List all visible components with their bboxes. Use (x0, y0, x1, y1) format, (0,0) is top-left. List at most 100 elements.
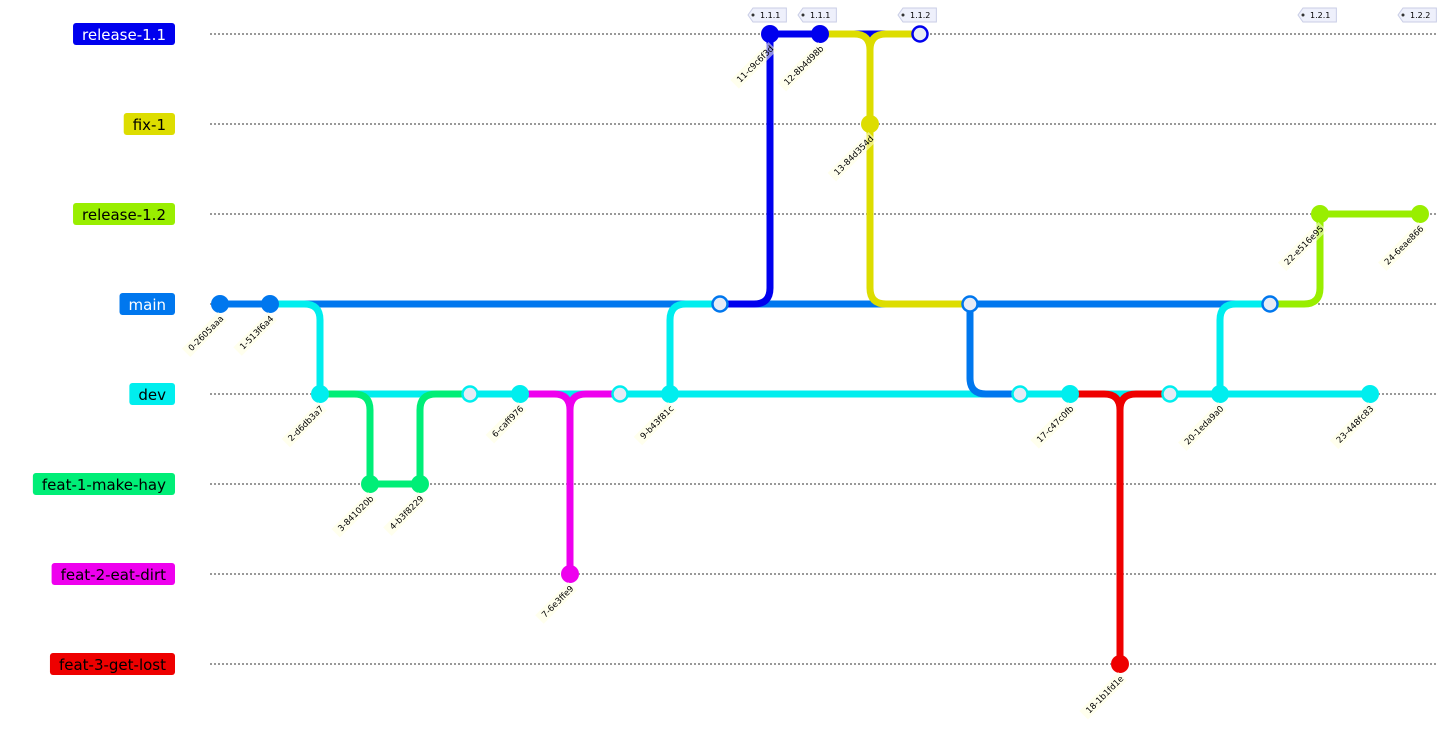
branch-label-feat-2-eat-dirt: feat-2-eat-dirt (61, 566, 167, 584)
branch-labels: release-1.1 fix-1 release-1.2 main dev feat-1… (32, 23, 175, 675)
branch-label-box-dev (129, 383, 175, 405)
commit-labels: 0-2605aaa 1-513f6a4 2-d6db3a7 3-841020b 4-b3… (181, 42, 1427, 720)
commit-node-12-8b4d98b[interactable] (811, 25, 829, 43)
commit-node-2-d6db3a7[interactable] (311, 385, 329, 403)
commit-label-bg (1030, 402, 1077, 449)
tag-text: 1.2.2 (1410, 11, 1430, 20)
commit-label-text: 23-448fc83 (1335, 404, 1376, 445)
tag-box (897, 7, 937, 23)
branch-label-release-1.1: release-1.1 (82, 26, 166, 44)
commit-label-text: 17-c47c0fb (1035, 404, 1076, 445)
tag-1.2.2: 1.2.2 (1397, 7, 1437, 23)
commit-label-bg (730, 42, 777, 89)
branch-label-box-feat-1-make-hay (32, 473, 175, 495)
commit-label-text: 6-caff976 (491, 404, 527, 440)
commit-label: 0-2605aaa (181, 312, 227, 358)
tag-hole-icon (1301, 13, 1305, 17)
edge-13-15 (866, 120, 974, 308)
commit-label-bg (1079, 672, 1127, 720)
commit-label-text: 18-1b1fd1e (1084, 674, 1126, 716)
edge-18-19 (1116, 390, 1174, 668)
commit-label: 2-d6db3a7 (281, 402, 327, 448)
commit-label-bg (1329, 402, 1377, 450)
commit-node-1-513f6a4[interactable] (261, 295, 279, 313)
commit-node-9-b43f81c[interactable] (661, 385, 679, 403)
commit-label-bg (1378, 222, 1427, 271)
tag-hole-icon (1401, 13, 1405, 17)
commit-label-bg (331, 492, 377, 538)
commit-node-13-84d354d[interactable] (861, 115, 879, 133)
tag-hole-icon (901, 13, 905, 17)
branch-label-dev: dev (138, 386, 166, 404)
merge-commit-node[interactable] (1161, 385, 1179, 403)
merge-commit-node[interactable] (961, 295, 979, 313)
branch-label-box-main (119, 293, 175, 315)
merge-commit-node[interactable] (1011, 385, 1029, 403)
tag-1.1.1: 1.1.1 (797, 7, 837, 23)
commit-edges (216, 30, 1424, 668)
commit-node-23-448fc83[interactable] (1361, 385, 1379, 403)
commit-label: 23-448fc83 (1329, 402, 1377, 450)
commit-node-3-841020b[interactable] (361, 475, 379, 493)
commit-tags: 1.1.1 1.1.1 1.1.2 1.2.1 1.2.2 (747, 7, 1437, 23)
commit-label-text: 0-2605aaa (187, 314, 226, 353)
edge-20-21 (1216, 300, 1274, 398)
branch-label-feat-3-get-lost: feat-3-get-lost (59, 656, 166, 674)
tag-1.1.1: 1.1.1 (747, 7, 787, 23)
commit-label-text: 20-1eda9a0 (1183, 404, 1226, 447)
commit-label-text: 24-6eae866 (1383, 224, 1426, 267)
commit-node-7-6e3ffe9[interactable] (561, 565, 579, 583)
commit-label-text: 9-b43f81c (639, 404, 677, 442)
edge-21-22 (1266, 210, 1324, 308)
commit-node-24-6eae866[interactable] (1411, 205, 1429, 223)
edge-10-11 (716, 30, 774, 308)
edge-9-10 (666, 300, 724, 398)
commit-label: 3-841020b (331, 492, 377, 538)
branch-label-box-release-1.2 (73, 203, 175, 225)
edge-4-5 (416, 390, 474, 488)
edge-17-18 (1066, 390, 1124, 668)
merge-commit-node[interactable] (461, 385, 479, 403)
tag-text: 1.2.1 (1310, 11, 1330, 20)
commit-label-bg (777, 42, 827, 92)
commit-label-bg (827, 132, 877, 182)
commit-label-bg (633, 402, 677, 446)
commit-label: 20-1eda9a0 (1178, 402, 1227, 451)
commit-node-6-caff976[interactable] (511, 385, 529, 403)
branch-label-release-1.2: release-1.2 (82, 206, 166, 224)
branch-label-box-feat-2-eat-dirt (51, 563, 175, 585)
commit-node-4-b3f8229[interactable] (411, 475, 429, 493)
merge-commit-node[interactable] (911, 25, 929, 43)
commit-node-17-c47c0fb[interactable] (1061, 385, 1079, 403)
merge-commit-node[interactable] (611, 385, 629, 403)
merge-commit-node[interactable] (1261, 295, 1279, 313)
tag-box (747, 7, 787, 23)
commit-node-22-e516e95[interactable] (1311, 205, 1329, 223)
commit-label-text: 12-8b4d98b (783, 44, 827, 88)
commit-node-20-1eda9a0[interactable] (1211, 385, 1229, 403)
commit-label-bg (233, 312, 277, 356)
commit-label-bg (1277, 222, 1327, 272)
branch-label-box-feat-3-get-lost (49, 653, 175, 675)
commit-node-18-1b1fd1e[interactable] (1111, 655, 1129, 673)
branch-lanes (210, 33, 1438, 665)
edge-12-13 (816, 30, 874, 128)
tag-box (1297, 7, 1337, 23)
tag-hole-icon (751, 13, 755, 17)
merge-commit-node[interactable] (711, 295, 729, 313)
commit-node-11-c9c6f3d[interactable] (761, 25, 779, 43)
tag-box (797, 7, 837, 23)
commit-node-0-2605aaa[interactable] (211, 295, 229, 313)
commit-label-text: 7-6e3ffe9 (540, 584, 576, 620)
commit-label-bg (181, 312, 227, 358)
commit-label: 1-513f6a4 (233, 312, 277, 356)
commit-label: 4-b3f8229 (383, 492, 427, 536)
tag-1.2.1: 1.2.1 (1297, 7, 1337, 23)
tag-hole-icon (801, 13, 805, 17)
commit-label: 9-b43f81c (633, 402, 677, 446)
branch-label-feat-1-make-hay: feat-1-make-hay (42, 476, 166, 494)
edge-13-14 (866, 30, 924, 128)
tag-box (1397, 7, 1437, 23)
commit-label-text: 3-841020b (336, 494, 376, 534)
